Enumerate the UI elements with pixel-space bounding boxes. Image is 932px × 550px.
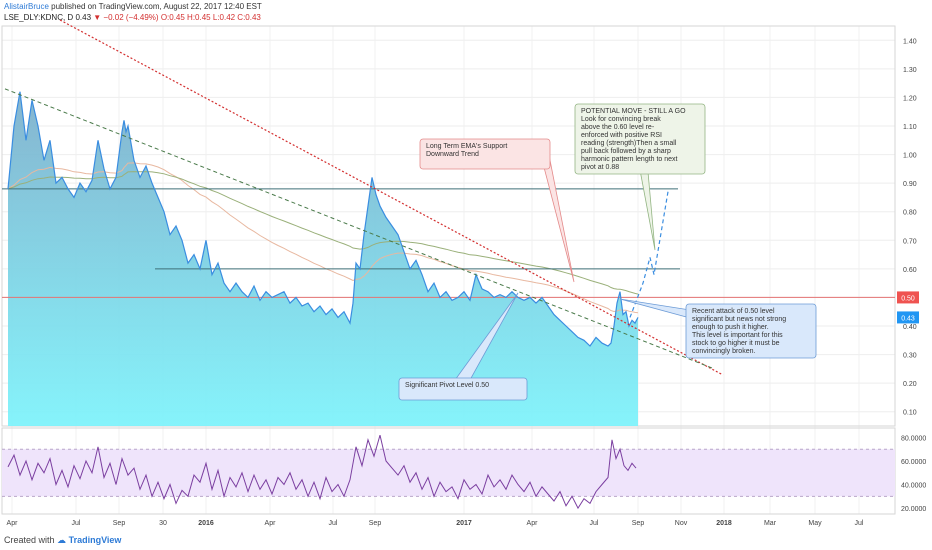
annotation-box — [398, 377, 528, 401]
rsi-line — [7, 434, 637, 510]
rsi-tick-label: 60.0000 — [901, 459, 926, 466]
x-tick-label: Sep — [113, 520, 126, 527]
x-tick-label: Apr — [265, 520, 277, 527]
annotation-pointer — [539, 149, 575, 283]
y-tick-label: 0.90 — [903, 181, 917, 188]
x-tick-label: 2016 — [198, 520, 214, 527]
ema-lines — [7, 162, 639, 314]
price-area-fill — [8, 91, 638, 426]
annotation-potential-move: POTENTIAL MOVE - STILL A GO Look for conv… — [574, 103, 706, 251]
y-tick-label: 0.30 — [903, 353, 917, 360]
rsi-series — [2, 434, 895, 510]
annotation-text: POTENTIAL MOVE - STILL A GO Look for conv… — [581, 108, 686, 171]
y-tick-label: 0.40 — [903, 324, 917, 331]
projected-move-line — [629, 191, 669, 318]
annotation-text: Recent attack of 0.50 level significant b… — [692, 308, 786, 355]
x-tick-label: 2017 — [456, 520, 472, 527]
annotation-box — [419, 138, 551, 170]
price-label: 0.50 — [901, 295, 915, 302]
annotation-text: Significant Pivot Level 0.50 — [405, 382, 489, 389]
y-tick-label: 1.10 — [903, 124, 917, 131]
axes: 1.40 1.30 1.20 1.10 1.00 0.90 0.80 0.70 0.60 0.50… — [7, 38, 927, 527]
annotation-box — [574, 103, 706, 175]
rsi-tick-label: 80.0000 — [901, 435, 926, 442]
annotation-recent-attack: Recent attack of 0.50 level significant b… — [619, 298, 817, 359]
created-with-text: Created with — [4, 535, 55, 545]
annotation-text: Long Term EMA's Support Downward Trend — [426, 143, 507, 158]
annotations: Long Term EMA's Support Downward Trend POT… — [398, 103, 817, 401]
y-tick-label: 0.80 — [903, 210, 917, 217]
x-tick-label: Sep — [369, 520, 382, 527]
rsi-tick-label: 20.0000 — [901, 506, 926, 513]
tradingview-logo-icon: ☁ — [57, 535, 67, 545]
last-price: 0.43 — [75, 13, 92, 22]
price-series — [7, 91, 639, 347]
trend-lines — [4, 19, 724, 376]
author-link[interactable]: AlistairBruce — [4, 2, 49, 11]
down-arrow-icon: ▼ — [93, 13, 102, 22]
x-tick-label: Jul — [855, 520, 864, 527]
tradingview-brand-link[interactable]: TradingView — [68, 535, 122, 545]
x-tick-label: Sep — [632, 520, 645, 527]
rsi-band — [2, 449, 895, 497]
horizontal-levels — [2, 188, 895, 298]
x-tick-label: Jul — [72, 520, 81, 527]
y-tick-label: 1.40 — [903, 38, 917, 45]
publish-info: AlistairBruce published on TradingView.c… — [4, 2, 262, 11]
price-line — [7, 91, 639, 347]
annotation-ema-support: Long Term EMA's Support Downward Trend — [419, 138, 575, 283]
rsi-tick-label: 40.0000 — [901, 483, 926, 490]
x-tick-label: Nov — [675, 520, 688, 527]
x-tick-label: Jul — [590, 520, 599, 527]
x-tick-label: Mar — [764, 520, 777, 527]
y-tick-label: 1.00 — [903, 153, 917, 160]
published-text: published on TradingView.com, August 22,… — [51, 2, 262, 11]
annotation-pointer — [639, 169, 656, 251]
green-trend-line — [4, 88, 713, 369]
x-tick-label: Apr — [527, 520, 539, 527]
x-tick-label: May — [808, 520, 822, 527]
x-tick-label: 30 — [159, 520, 167, 527]
red-trend-line — [59, 19, 724, 376]
x-tick-label: Apr — [7, 520, 19, 527]
symbol-info: LSE_DLY:KDNC, D 0.43 ▼ −0.02 (−4.49%) O:… — [4, 13, 261, 22]
x-tick-label: 2018 — [716, 520, 732, 527]
y-tick-label: 0.10 — [903, 410, 917, 417]
x-tick-label: Jul — [329, 520, 338, 527]
ohlc-values: O:0.45 H:0.45 L:0.42 C:0.43 — [160, 13, 261, 22]
price-label-bg — [897, 311, 919, 324]
price-label: 0.43 — [901, 315, 915, 322]
annotation-pivot-level: Significant Pivot Level 0.50 — [398, 292, 528, 401]
symbol-name: LSE_DLY:KDNC, D — [4, 13, 74, 22]
y-tick-label: 0.70 — [903, 238, 917, 245]
ema-fast-line — [7, 162, 639, 314]
footer: Created with ☁ TradingView — [4, 535, 121, 546]
y-tick-label: 0.20 — [903, 381, 917, 388]
price-area — [8, 91, 638, 426]
price-change: −0.02 (−4.49%) — [103, 13, 159, 22]
y-tick-label: 1.30 — [903, 67, 917, 74]
price-label-bg — [897, 291, 919, 304]
annotation-box — [685, 303, 817, 359]
y-tick-label: 1.20 — [903, 95, 917, 102]
ema-slow-line — [7, 171, 639, 295]
y-tick-label: 0.60 — [903, 267, 917, 274]
